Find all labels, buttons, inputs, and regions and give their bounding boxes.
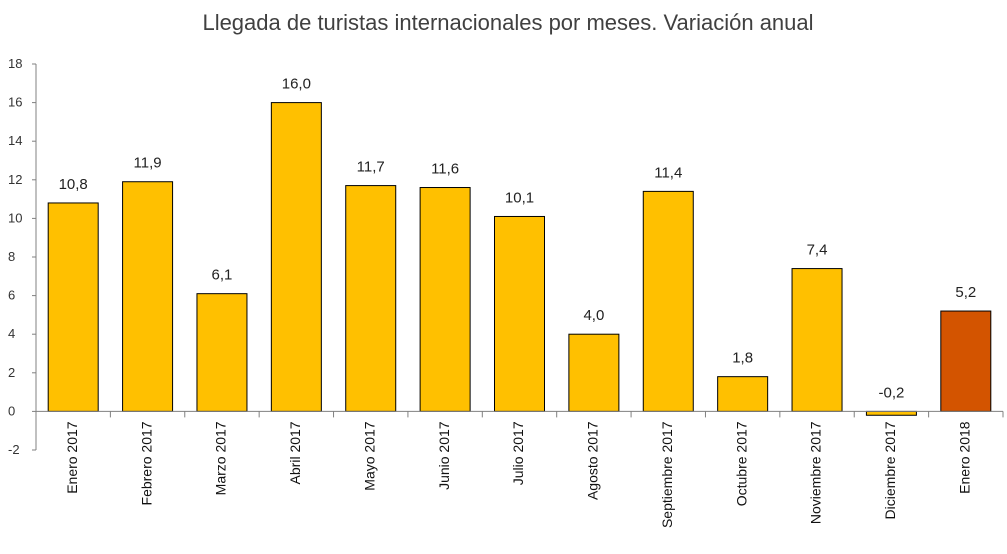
y-tick-label: 12: [8, 172, 22, 187]
bars: [47, 102, 992, 416]
bar: [270, 102, 322, 412]
y-tick-label: 10: [8, 210, 22, 225]
bar: [122, 181, 174, 412]
bar: [791, 268, 843, 412]
x-tick-label: Marzo 2017: [213, 421, 229, 495]
data-label: 11,9: [134, 155, 162, 172]
data-label: 4,0: [583, 307, 604, 324]
y-tick-label: -2: [8, 442, 20, 457]
bar: [865, 410, 917, 416]
bar: [494, 215, 545, 412]
bar: [717, 376, 769, 412]
data-label: 11,7: [357, 159, 385, 176]
data-label: 6,1: [212, 267, 233, 284]
x-tick-label: Septiembre 2017: [659, 421, 675, 528]
data-label: 1,8: [732, 350, 753, 367]
data-label: 7,4: [807, 242, 828, 259]
x-tick-label: Abril 2017: [287, 421, 303, 484]
y-tick-label: 2: [8, 365, 15, 380]
x-tick-label: Febrero 2017: [138, 421, 154, 505]
x-tick-label: Mayo 2017: [361, 421, 377, 490]
x-tick-label: Julio 2017: [510, 421, 526, 485]
y-tick-label: 4: [8, 326, 15, 341]
bar: [345, 185, 397, 412]
y-tick-label: 6: [8, 288, 15, 303]
bar: [196, 293, 248, 412]
x-tick-label: Enero 2017: [64, 421, 80, 494]
data-labels: 10,8 11,9 6,1 16,0 11,7 11,6 10,1 4,0 11,4 1,8 7,4…: [59, 76, 977, 402]
y-tick-label: 16: [8, 95, 22, 110]
data-label: 10,1: [505, 189, 534, 206]
bar: [642, 190, 694, 412]
y-tick-label: 14: [8, 133, 22, 148]
bar: [940, 310, 992, 412]
data-label: 11,4: [654, 164, 682, 181]
data-label: 16,0: [282, 76, 311, 93]
data-label: 5,2: [955, 284, 976, 301]
x-tick-label: Enero 2018: [957, 421, 973, 494]
y-tick-label: 8: [8, 249, 15, 264]
x-tick-label: Junio 2017: [436, 421, 452, 490]
bar: [419, 187, 471, 412]
x-tick-label: Agosto 2017: [585, 421, 601, 500]
x-tick-label: Noviembre 2017: [808, 421, 824, 524]
chart-title: Llegada de turistas internacionales por …: [202, 10, 813, 35]
x-tick-label: Diciembre 2017: [882, 421, 898, 519]
y-axis: -2 0 2 4 6 8 10 12 14 16 18: [8, 56, 37, 457]
x-axis: Enero 2017 Febrero 2017 Marzo 2017 Abril 20…: [35, 410, 1004, 528]
data-label: 11,6: [431, 161, 459, 178]
x-tick-label: Octubre 2017: [733, 421, 749, 506]
y-tick-label: 0: [8, 403, 15, 418]
data-label: 10,8: [59, 176, 88, 193]
y-tick-label: 18: [8, 56, 22, 71]
data-label: -0,2: [878, 384, 904, 401]
bar: [47, 202, 99, 412]
bar: [568, 333, 620, 412]
